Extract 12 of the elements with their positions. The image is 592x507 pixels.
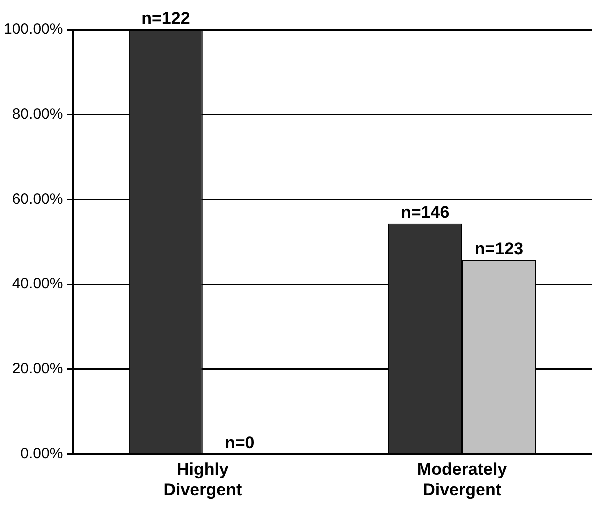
y-tick-label: 60.00% (12, 190, 64, 208)
annotation: n=122 (142, 9, 190, 28)
y-tick-label: 100.00% (4, 21, 64, 38)
x-tick-label: Moderately Divergent (417, 460, 508, 500)
y-tick-label: 0.00% (20, 445, 64, 462)
x-tick-label: Highly Divergent (164, 460, 242, 500)
y-tick-label: 40.00% (12, 276, 64, 293)
annotation: n=0 (224, 433, 255, 452)
y-tick-label: 20.00% (12, 360, 64, 378)
annotation: n=146 (400, 203, 450, 222)
y-tick-label: 80.00% (12, 106, 64, 123)
annotation: n=123 (474, 240, 524, 259)
